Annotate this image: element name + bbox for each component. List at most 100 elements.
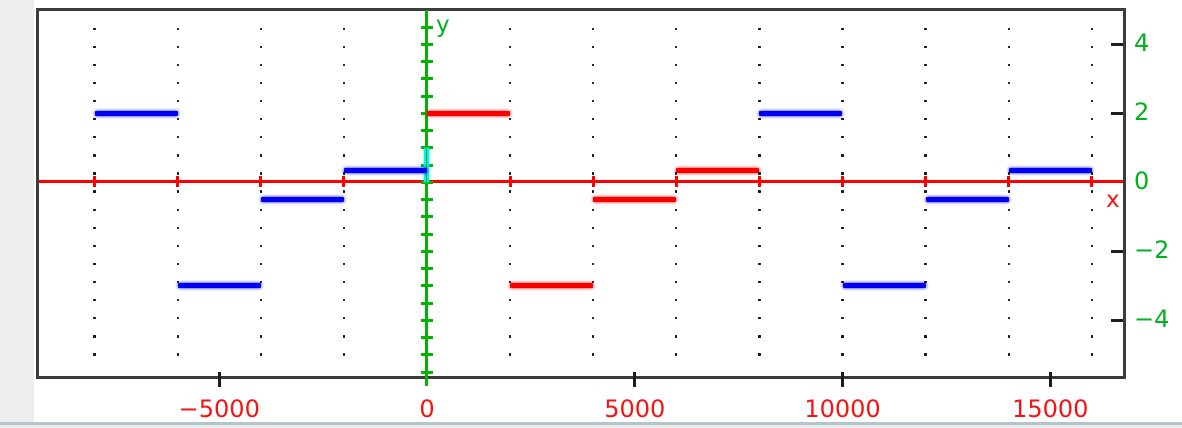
grid-dot xyxy=(259,280,262,284)
y-axis-tick xyxy=(420,318,433,322)
grid-dot xyxy=(508,63,512,67)
grid-dot xyxy=(841,172,844,175)
grid-dot xyxy=(176,154,179,157)
grid-dot xyxy=(342,118,346,121)
grid-dot xyxy=(93,154,96,157)
grid-dot xyxy=(1007,81,1010,85)
grid-dot xyxy=(841,118,844,121)
grid-dot xyxy=(924,27,927,30)
grid-dot xyxy=(1090,335,1093,338)
grid-dot xyxy=(758,335,761,338)
grid-dot xyxy=(592,317,595,320)
grid-dot xyxy=(1007,136,1010,139)
grid-dot xyxy=(259,172,262,175)
grid-dot xyxy=(758,63,761,67)
grid-dot xyxy=(758,190,761,193)
grid-dot xyxy=(342,299,346,302)
grid-dot xyxy=(508,45,512,48)
plot-frame xyxy=(36,8,1126,379)
grid-dot xyxy=(342,81,346,85)
y-axis-line xyxy=(425,10,428,386)
x-axis-tick xyxy=(591,176,595,188)
right-frame-tick xyxy=(1111,111,1123,115)
grid-dot xyxy=(1090,262,1093,266)
grid-dot xyxy=(342,335,346,338)
grid-dot xyxy=(342,63,346,67)
grid-dot xyxy=(1090,63,1093,67)
grid-dot xyxy=(259,190,262,193)
grid-dot xyxy=(342,190,346,193)
grid-dot xyxy=(841,136,844,139)
grid-dot xyxy=(841,190,844,193)
grid-dot xyxy=(342,136,346,139)
grid-dot xyxy=(259,118,262,121)
grid-dot xyxy=(1007,154,1010,157)
grid-dot xyxy=(1007,226,1010,229)
grid-dot xyxy=(259,136,262,139)
grid-dot xyxy=(1007,190,1010,193)
grid-dot xyxy=(1007,45,1010,48)
grid-dot xyxy=(508,299,512,302)
grid-dot xyxy=(924,136,927,139)
grid-dot xyxy=(592,27,595,30)
grid-dot xyxy=(758,299,761,302)
x-axis-tick xyxy=(342,176,346,188)
function-segment xyxy=(177,283,261,289)
grid-dot xyxy=(924,45,927,48)
grid-dot xyxy=(508,118,512,121)
function-segment xyxy=(427,110,511,116)
grid-dot xyxy=(1007,262,1010,266)
grid-dot xyxy=(841,280,844,284)
function-segment xyxy=(593,197,677,203)
y-axis-tick xyxy=(420,94,433,98)
grid-dot xyxy=(176,353,179,356)
grid-dot xyxy=(1007,172,1010,175)
grid-dot xyxy=(1090,244,1093,248)
grid-dot xyxy=(259,353,262,356)
grid-dot xyxy=(259,63,262,67)
grid-dot xyxy=(176,190,179,193)
grid-dot xyxy=(176,27,179,30)
grid-dot xyxy=(176,81,179,85)
grid-dot xyxy=(675,154,678,157)
grid-dot xyxy=(259,317,262,320)
y-tick-label: 4 xyxy=(1134,29,1150,58)
x-axis-label: x xyxy=(1106,187,1120,213)
grid-dot xyxy=(675,262,678,266)
grid-dot xyxy=(93,172,96,175)
grid-dot xyxy=(924,280,927,284)
grid-dot xyxy=(93,262,96,266)
grid-dot xyxy=(592,172,595,175)
grid-dot xyxy=(93,299,96,302)
grid-dot xyxy=(1007,99,1010,103)
grid-dot xyxy=(176,172,179,175)
grid-dot xyxy=(924,317,927,320)
y-axis-tick xyxy=(420,284,433,288)
grid-dot xyxy=(508,208,512,211)
grid-dot xyxy=(841,63,844,67)
grid-dot xyxy=(508,99,512,103)
grid-dot xyxy=(259,244,262,248)
grid-dot xyxy=(93,63,96,67)
grid-dot xyxy=(259,27,262,30)
y-tick-label: −4 xyxy=(1134,305,1170,334)
grid-dot xyxy=(259,99,262,103)
function-segment xyxy=(343,168,427,174)
grid-dot xyxy=(758,81,761,85)
y-tick-label: 0 xyxy=(1134,167,1150,196)
grid-dot xyxy=(93,81,96,85)
x-tick-label: 10000 xyxy=(804,395,881,423)
grid-dot xyxy=(508,81,512,85)
grid-dot xyxy=(592,45,595,48)
right-frame-tick xyxy=(1111,249,1123,253)
grid-dot xyxy=(924,226,927,229)
grid-dot xyxy=(924,299,927,302)
grid-dot xyxy=(924,262,927,266)
grid-dot xyxy=(259,335,262,338)
grid-dot xyxy=(841,335,844,338)
grid-dot xyxy=(1090,118,1093,121)
grid-dot xyxy=(176,99,179,103)
y-axis-tick xyxy=(420,60,433,64)
grid-dot xyxy=(259,208,262,211)
grid-dot xyxy=(924,244,927,248)
